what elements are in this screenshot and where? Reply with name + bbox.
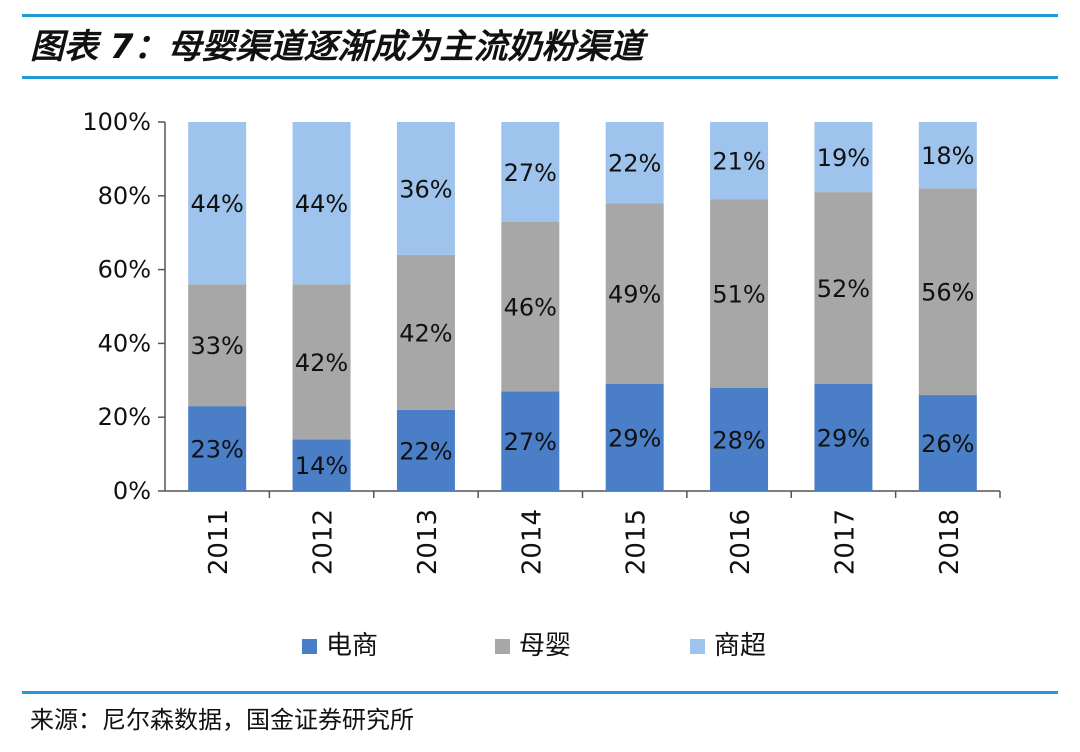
data-label: 27% <box>504 159 557 187</box>
x-tick-label: 2017 <box>830 509 860 575</box>
data-label: 29% <box>608 424 661 452</box>
data-label: 33% <box>191 332 244 360</box>
y-tick-label: 0% <box>113 477 151 505</box>
bar-segment <box>501 221 560 392</box>
stacked-bar-chart: 0% 20% 40% 60% 80% 100% 23% 33% 44% 2011 14% 42% 44%… <box>82 108 1001 661</box>
bar-segment <box>918 122 977 189</box>
bar-segment <box>918 188 977 396</box>
data-label: 36% <box>399 175 452 203</box>
legend-label: 商超 <box>714 631 766 661</box>
data-label: 51% <box>712 281 765 309</box>
bar-segment <box>814 122 873 193</box>
chart-title: 图表 7：母婴渠道逐渐成为主流奶粉渠道 <box>30 27 644 67</box>
y-tick-label: 20% <box>98 403 151 431</box>
bar-segment <box>188 406 247 491</box>
legend-label: 电商 <box>326 631 378 661</box>
y-tick-label: 60% <box>98 256 151 284</box>
bar-segment <box>292 122 351 285</box>
title-underline <box>22 76 1058 79</box>
top-rule <box>22 14 1058 17</box>
y-tick-label: 80% <box>98 182 151 210</box>
y-tick-label: 40% <box>98 329 151 357</box>
bar-segment <box>814 192 873 384</box>
x-tick-label: 2012 <box>309 509 339 575</box>
legend-swatch <box>302 639 317 654</box>
data-label: 52% <box>817 275 870 303</box>
bar-segment <box>396 122 455 255</box>
bar-segment <box>396 254 455 410</box>
x-tick-label: 2011 <box>204 509 234 575</box>
x-tick-label: 2018 <box>935 509 965 575</box>
data-label: 29% <box>817 424 870 452</box>
bar-segment <box>188 122 247 285</box>
bar-segment <box>292 439 351 491</box>
bar-segment <box>605 203 664 384</box>
legend-label: 母婴 <box>519 631 571 661</box>
bar-segment <box>710 387 769 491</box>
x-tick-label: 2013 <box>413 509 443 575</box>
data-label: 21% <box>712 148 765 176</box>
bar-segment <box>188 284 247 407</box>
data-label: 22% <box>608 150 661 178</box>
data-label: 46% <box>504 294 557 322</box>
data-label: 28% <box>712 426 765 454</box>
legend-swatch <box>495 639 510 654</box>
data-label: 49% <box>608 281 661 309</box>
y-tick-label: 100% <box>82 108 151 136</box>
x-tick-label: 2015 <box>622 509 652 575</box>
data-label: 42% <box>295 349 348 377</box>
data-label: 27% <box>504 428 557 456</box>
data-label: 44% <box>295 190 348 218</box>
footer-rule <box>22 691 1058 694</box>
data-label: 23% <box>191 436 244 464</box>
bar-segment <box>710 122 769 200</box>
source-note: 来源：尼尔森数据，国金证券研究所 <box>30 706 414 734</box>
legend-swatch <box>690 639 705 654</box>
bar-segment <box>605 122 664 204</box>
bar-segment <box>918 395 977 491</box>
data-label: 56% <box>921 279 974 307</box>
bar-segment <box>292 284 351 440</box>
bar-segment <box>814 383 873 491</box>
data-label: 26% <box>921 430 974 458</box>
data-label: 42% <box>399 319 452 347</box>
data-label: 18% <box>921 142 974 170</box>
bar-segment <box>605 383 664 491</box>
data-label: 22% <box>399 437 452 465</box>
bar-segment <box>501 391 560 491</box>
bar-segment <box>501 122 560 222</box>
bar-segment <box>396 409 455 491</box>
bar-segment <box>710 199 769 388</box>
data-label: 14% <box>295 452 348 480</box>
x-tick-label: 2014 <box>517 509 547 575</box>
x-tick-label: 2016 <box>726 509 756 575</box>
data-label: 19% <box>817 144 870 172</box>
data-label: 44% <box>191 190 244 218</box>
